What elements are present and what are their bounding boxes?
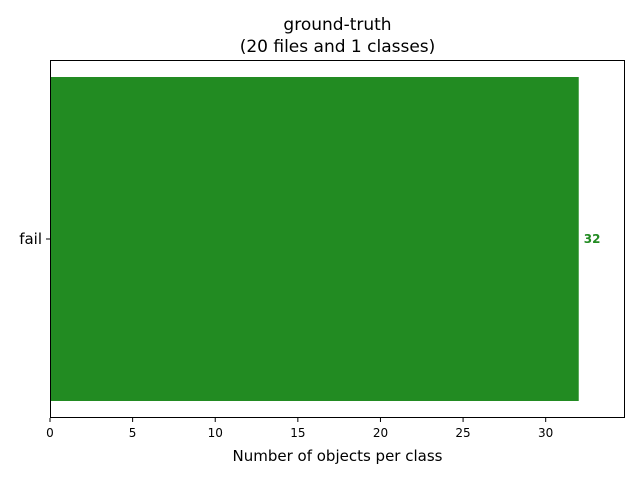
y-axis-ticks: fail [19,230,50,248]
chart-title: ground-truth [283,15,391,35]
x-axis-ticks: 0 5 10 15 20 25 30 [46,418,553,440]
bars-group [50,77,579,401]
x-tick-label: 0 [46,426,54,440]
x-tick-label: 20 [373,426,388,440]
chart-subtitle: (20 files and 1 classes) [240,37,436,57]
y-tick-label-fail: fail [19,230,42,248]
bar-fail [50,77,579,401]
plot-area-frame [50,60,625,418]
x-tick-label: 25 [455,426,470,440]
x-axis-label: Number of objects per class [233,447,443,465]
x-tick-label: 10 [208,426,223,440]
x-tick-label: 30 [538,426,553,440]
x-tick-label: 15 [290,426,305,440]
x-tick-label: 5 [129,426,137,440]
value-labels-group: 32 [584,232,601,246]
value-label-fail: 32 [584,232,601,246]
chart-title-group: ground-truth (20 files and 1 classes) [240,15,436,57]
